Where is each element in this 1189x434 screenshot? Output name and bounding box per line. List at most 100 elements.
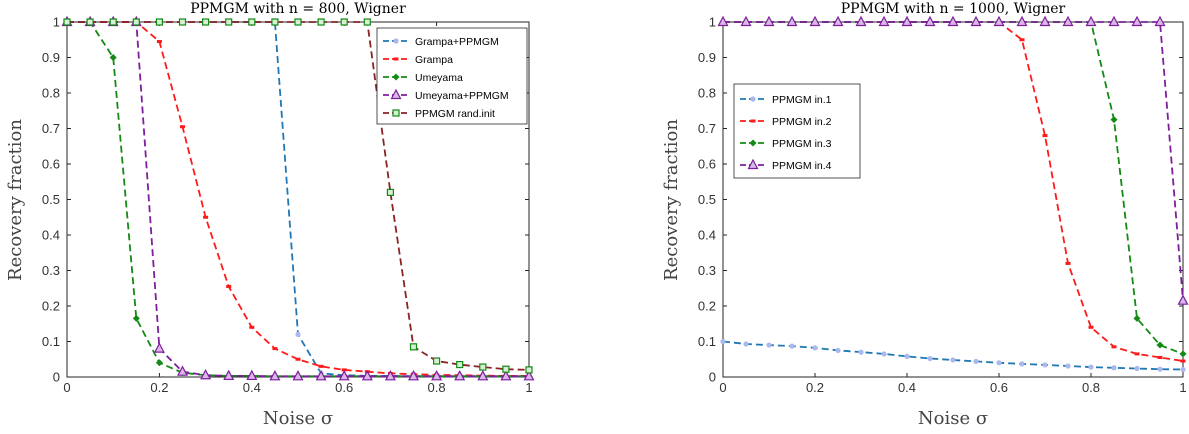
data-point [1181,360,1186,363]
data-point [110,54,117,61]
data-point [526,367,532,373]
data-point [64,19,70,25]
series-ppmgm-in-2 [721,21,1186,363]
data-point [156,359,163,366]
y-tick-label: 0 [709,370,716,385]
data-point [1088,364,1093,369]
data-point [180,19,186,25]
y-tick-label: 1 [53,15,60,30]
legend-label: PPMGM in.2 [772,116,832,128]
series-ppmgm-in-1 [720,339,1185,372]
data-point [904,354,909,359]
y-tick-label: 0.6 [698,157,716,172]
data-point [457,362,463,368]
data-point [318,19,324,25]
y-tick-label: 0.2 [698,299,716,314]
legend: Grampa+PPMGM Grampa Umeyama Umeyama+PPMGM PP… [377,28,527,124]
chart-left: PPMGM with n = 800, Wigner Noise σ Recov… [5,1,534,429]
data-point [156,19,162,25]
data-point [1112,345,1117,348]
x-tick-label: 0.8 [428,380,446,395]
legend-label: Umeyama [415,72,463,84]
data-point [835,348,840,353]
series-line [723,22,1183,354]
legend-marker [393,38,398,43]
y-tick-label: 0.9 [698,50,716,65]
data-point [87,19,93,25]
y-tick-label: 0.5 [698,192,716,207]
x-tick-label: 1 [525,380,532,395]
y-tick-label: 0.3 [42,263,60,278]
data-point [1111,365,1116,370]
y-tick-label: 0.5 [42,192,60,207]
data-point [973,359,978,364]
data-point [1157,367,1162,372]
x-tick-label: 0.6 [990,380,1008,395]
x-tick-label: 1 [1179,380,1186,395]
x-tick-label: 0 [719,380,726,395]
y-tick-label: 0.9 [42,50,60,65]
data-point [1042,362,1047,367]
y-tick-label: 0.3 [698,263,716,278]
legend-label: PPMGM in.1 [772,94,832,106]
data-point [858,350,863,355]
data-point [411,344,417,350]
data-point [1157,342,1164,349]
legend: PPMGM in.1 PPMGM in.2 PPMGM in.3 PPMGM in.4 [734,84,860,178]
legend-marker [393,110,399,116]
x-tick-label: 0.6 [335,380,353,395]
data-point [881,351,886,356]
data-point [1019,361,1024,366]
x-axis-label: Noise σ [263,408,333,429]
legend-marker [750,96,755,101]
y-tick-label: 0.4 [42,228,60,243]
y-tick-label: 0.7 [42,121,60,136]
data-point [272,347,277,350]
data-point [110,19,116,25]
data-point [226,285,231,288]
data-point [1066,262,1071,265]
data-point [950,357,955,362]
series-lines [719,17,1188,372]
data-point [1020,38,1025,41]
x-tick-label: 0.4 [243,380,261,395]
data-point [295,19,301,25]
legend-label: PPMGM in.4 [772,160,832,172]
data-point [1043,134,1048,137]
y-axis-label: Recovery fraction [5,119,26,281]
x-axis-label: Noise σ [918,408,988,429]
data-point [296,358,301,361]
x-tick-label: 0.4 [898,380,916,395]
legend-label: Umeyama+PPMGM [415,90,509,102]
data-point [387,189,393,195]
data-point [341,19,347,25]
y-tick-label: 0.7 [698,121,716,136]
y-tick-label: 0.6 [42,157,60,172]
data-point [249,19,255,25]
data-point [743,341,748,346]
data-point [1180,367,1185,372]
data-point [766,342,771,347]
x-tick-label: 0.2 [150,380,168,395]
legend-label: Grampa+PPMGM [415,36,499,48]
data-point [155,344,164,353]
x-tick-label: 0.2 [806,380,824,395]
data-point [1180,350,1187,357]
data-point [133,19,139,25]
y-tick-label: 0.8 [42,86,60,101]
data-point [203,19,209,25]
data-point [503,366,509,372]
y-tick-label: 0 [53,370,60,385]
data-point [226,19,232,25]
legend-marker [394,58,399,61]
data-point [203,216,208,219]
data-point [180,125,185,128]
data-point [319,365,324,368]
data-point [434,358,440,364]
legend-label: PPMGM rand.init [415,108,495,120]
series-line [723,22,1183,361]
y-tick-label: 0.1 [698,334,716,349]
legend-label: Grampa [415,54,453,66]
axis-ticks: 0 0.2 0.4 0.6 0.8 100.10.20.30.40.50.60.70.80… [698,15,1187,396]
